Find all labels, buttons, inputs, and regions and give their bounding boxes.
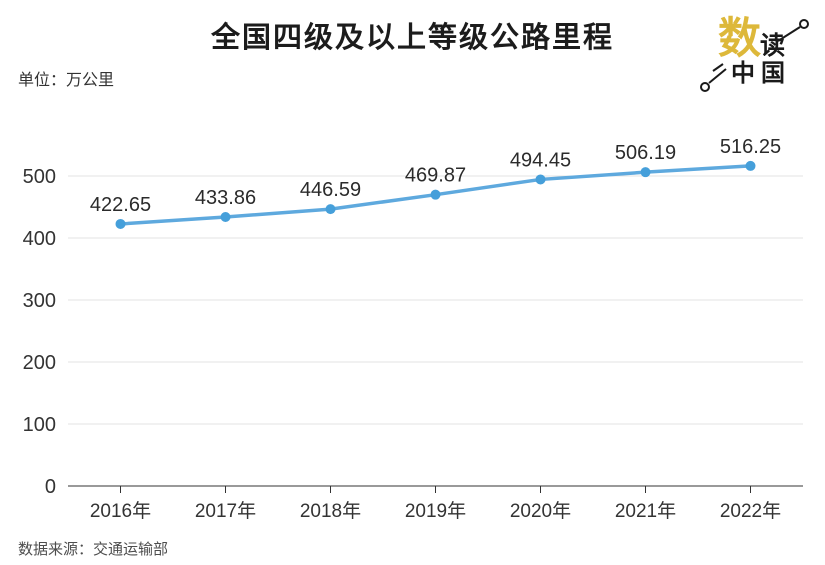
y-axis-label: 200 [23,352,56,374]
data-label: 433.86 [195,187,256,209]
data-label: 446.59 [300,179,361,201]
x-axis-label: 2022年 [720,500,781,522]
data-label: 494.45 [510,149,571,171]
x-axis-label: 2016年 [90,500,151,522]
data-point [115,218,126,229]
data-label: 516.25 [720,136,781,158]
x-axis-label: 2018年 [300,500,361,522]
data-point [430,189,441,200]
y-axis-label: 0 [45,476,56,498]
data-source: 数据来源：交通运输部 [18,541,169,558]
y-axis-label: 400 [23,228,56,250]
y-axis-label: 500 [23,166,56,188]
data-point [535,174,546,185]
data-point [220,212,231,223]
y-axis-label: 100 [23,414,56,436]
logo-text-zhongguo: 中国 [731,60,791,87]
y-axis-label: 300 [23,290,56,312]
data-point [325,204,336,215]
logo-decoration-icon [700,19,809,92]
logo-char-shu: 数 [718,15,761,63]
shuduzhongguo-logo: 数 读 中国 [698,10,816,100]
unit-label: 单位：万公里 [18,72,115,89]
data-point [745,160,756,171]
x-axis-label: 2019年 [405,500,466,522]
data-label: 422.65 [90,194,151,216]
x-axis-label: 2021年 [615,500,676,522]
logo-char-du: 读 [760,32,786,60]
data-label: 506.19 [615,142,676,164]
data-label: 469.87 [405,165,466,187]
data-point [640,167,651,178]
x-axis-label: 2020年 [510,500,571,522]
chart-title: 全国四级及以上等级公路里程 [210,22,614,54]
x-axis-label: 2017年 [195,500,256,522]
